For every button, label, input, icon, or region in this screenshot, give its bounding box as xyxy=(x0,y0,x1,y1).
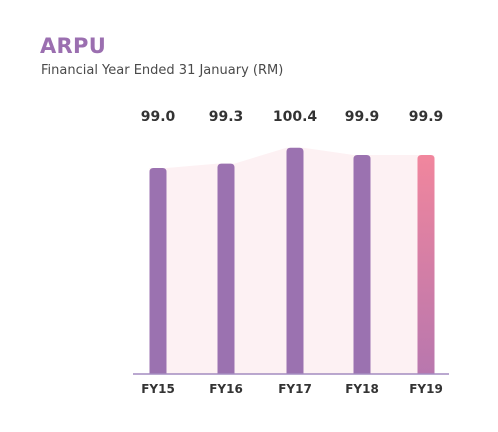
tick-label-fy19: FY19 xyxy=(409,382,443,396)
tick-label-fy17: FY17 xyxy=(278,382,312,396)
bar-fy19 xyxy=(417,154,435,374)
value-label-fy18: 99.9 xyxy=(345,109,380,125)
bar-fy18 xyxy=(353,154,371,374)
bar-fy16 xyxy=(217,163,235,374)
tick-label-fy15: FY15 xyxy=(141,382,175,396)
tick-label-fy16: FY16 xyxy=(209,382,243,396)
value-label-fy15: 99.0 xyxy=(141,109,176,125)
value-label-fy17: 100.4 xyxy=(273,109,318,125)
tick-label-fy18: FY18 xyxy=(345,382,379,396)
value-label-fy19: 99.9 xyxy=(409,109,444,125)
chart-title: ARPU xyxy=(40,34,107,58)
bar-fy17 xyxy=(286,147,304,374)
bar-fy15 xyxy=(149,168,167,374)
value-label-fy16: 99.3 xyxy=(209,109,244,125)
chart-subtitle: Financial Year Ended 31 January (RM) xyxy=(41,63,284,78)
